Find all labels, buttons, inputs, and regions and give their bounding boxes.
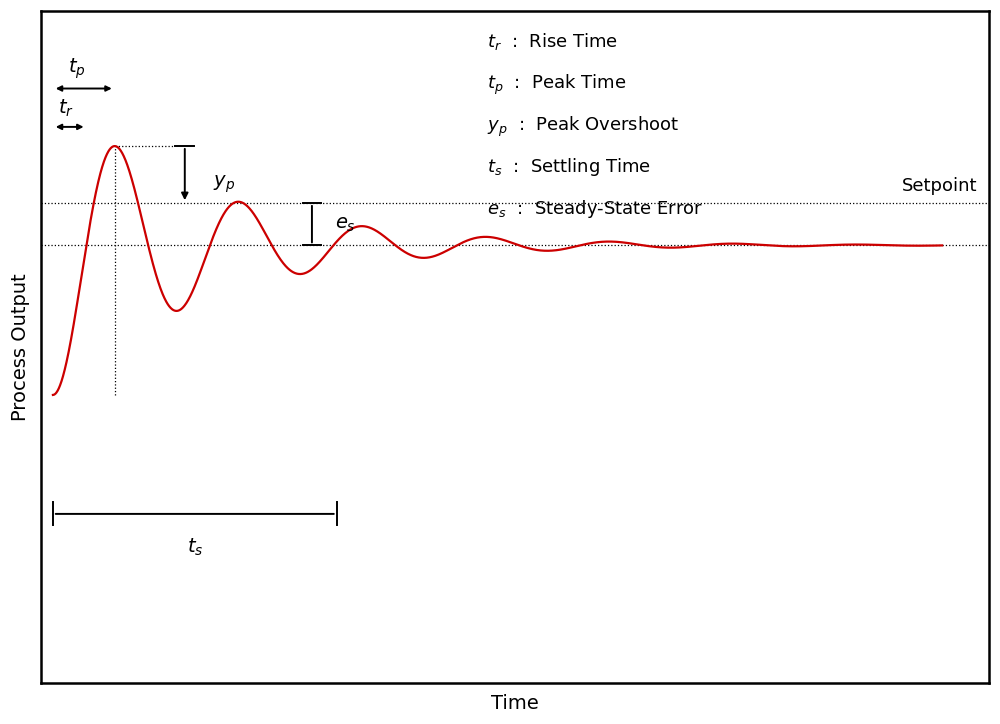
Y-axis label: Process Output: Process Output [11, 273, 30, 421]
Text: $t_s$: $t_s$ [187, 537, 203, 558]
Text: $t_p$  :  Peak Time: $t_p$ : Peak Time [487, 73, 626, 97]
Text: $t_s$  :  Settling Time: $t_s$ : Settling Time [487, 156, 651, 178]
Text: $y_p$  :  Peak Overshoot: $y_p$ : Peak Overshoot [487, 114, 679, 139]
Text: $e_s$  :  Steady-State Error: $e_s$ : Steady-State Error [487, 198, 703, 220]
Text: $t_r$: $t_r$ [58, 98, 74, 119]
Text: $t_r$  :  Rise Time: $t_r$ : Rise Time [487, 31, 618, 52]
Text: Setpoint: Setpoint [902, 177, 977, 195]
Text: $e_s$: $e_s$ [335, 214, 356, 234]
Text: $t_p$: $t_p$ [68, 56, 85, 81]
Text: $y_p$: $y_p$ [213, 173, 235, 195]
X-axis label: Time: Time [491, 694, 539, 713]
